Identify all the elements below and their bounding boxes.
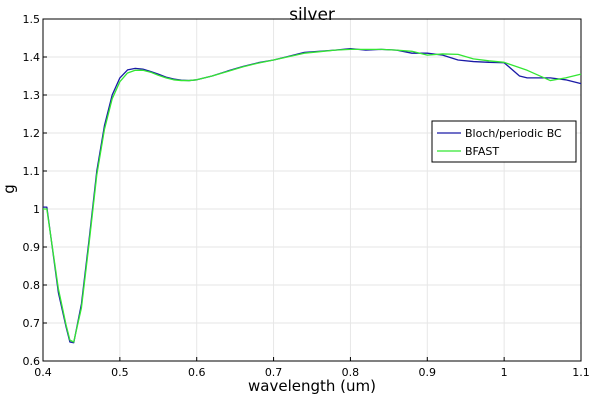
legend: Bloch/periodic BC BFAST: [431, 120, 577, 163]
y-tick-label: 0.6: [23, 355, 41, 368]
series-line-bfast: [43, 48, 582, 343]
y-tick-label: 0.7: [23, 317, 41, 330]
x-tick-label: 0.8: [342, 366, 360, 379]
y-tick-label: 1: [33, 203, 40, 216]
y-axis-title: g: [0, 184, 18, 194]
y-tick-label: 0.8: [23, 279, 41, 292]
chart-title: silver: [289, 5, 335, 25]
x-tick-label: 0.7: [265, 366, 283, 379]
y-tick-label: 1.3: [23, 89, 41, 102]
x-axis-title: wavelength (um): [248, 377, 376, 395]
legend-label: BFAST: [465, 145, 499, 158]
plot-frame: [42, 18, 582, 362]
legend-box: [431, 120, 577, 163]
legend-label: Bloch/periodic BC: [465, 127, 562, 140]
y-tick-label: 1.2: [23, 127, 41, 140]
y-tick-label: 1.4: [23, 51, 41, 64]
y-tick-label: 0.9: [23, 241, 41, 254]
x-tick-label: 0.4: [34, 366, 52, 379]
x-tick-label: 0.9: [419, 366, 437, 379]
axis-ticks: 0.4 0.5 0.6 0.7 0.8 0.9 1 1.1 0.6 0.7 0.8 0.9 1 1.1 1.…: [23, 13, 590, 379]
x-tick-label: 1: [501, 366, 508, 379]
series-lines: [43, 47, 582, 344]
x-tick-label: 1.1: [572, 366, 590, 379]
x-tick-label: 0.5: [111, 366, 129, 379]
x-tick-label: 0.6: [188, 366, 206, 379]
y-tick-label: 1.5: [23, 13, 41, 26]
y-tick-label: 1.1: [23, 165, 41, 178]
